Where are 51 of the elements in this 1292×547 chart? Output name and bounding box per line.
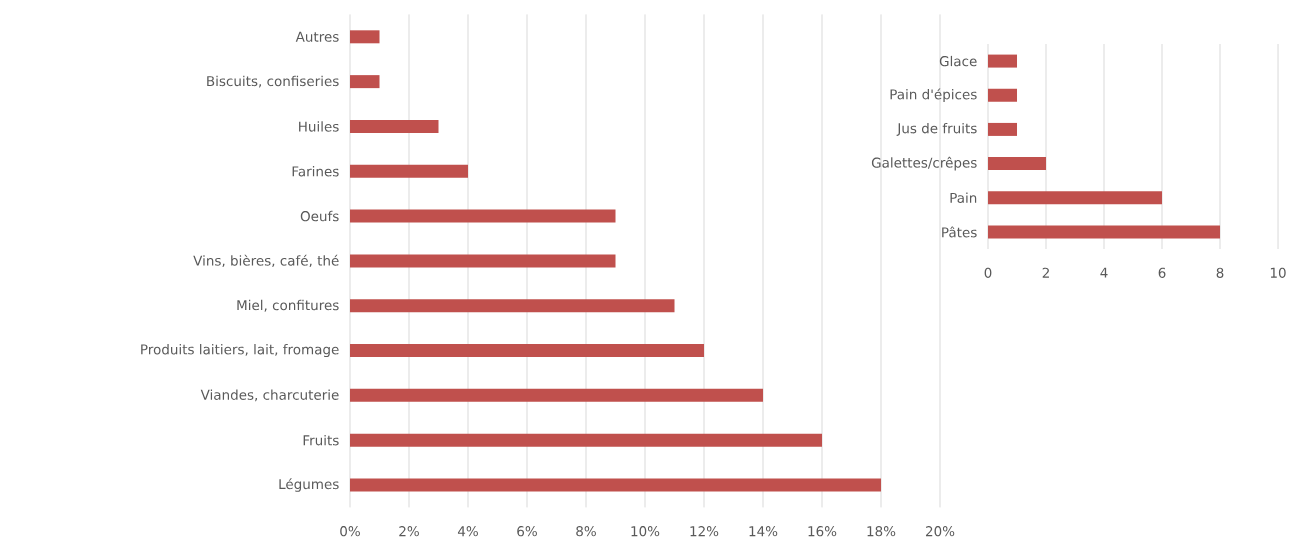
- y-tick-label: Biscuits, confiseries: [207, 75, 339, 88]
- bar: [350, 344, 705, 358]
- y-tick-label: Vins, bières, café, thé: [193, 254, 339, 268]
- y-tick-label: Fruits: [303, 434, 339, 446]
- bar: [988, 122, 1018, 136]
- x-tick-label: 4: [1100, 267, 1108, 278]
- x-tick-label: 8: [1216, 267, 1224, 278]
- x-tick-label: 10: [1270, 267, 1286, 278]
- x-tick-label: 18%: [867, 526, 896, 537]
- x-tick-label: 4%: [457, 526, 478, 537]
- x-tick-label: 0: [984, 267, 992, 278]
- y-tick-label: Miel, confitures: [237, 299, 339, 312]
- x-tick-label: 6%: [517, 526, 537, 537]
- x-tick-label: 14%: [749, 526, 778, 537]
- x-tick-label: 10%: [631, 526, 660, 537]
- bar: [988, 157, 1047, 171]
- bar: [988, 54, 1018, 68]
- x-tick-label: 16%: [808, 526, 837, 537]
- y-tick-label: Oeufs: [300, 210, 339, 222]
- bar: [350, 75, 380, 89]
- y-tick-label: Farines: [292, 166, 339, 177]
- bar: [988, 191, 1163, 205]
- y-tick-label: Légumes: [279, 478, 339, 492]
- y-tick-label: Pâtes: [942, 226, 977, 238]
- x-tick-label: 20%: [925, 526, 955, 537]
- bar: [988, 88, 1018, 102]
- y-tick-label: Viandes, charcuterie: [200, 389, 339, 402]
- bar: [350, 299, 675, 313]
- x-tick-label: 0%: [340, 526, 360, 537]
- x-tick-label: 12%: [690, 526, 719, 537]
- x-tick-label: 2%: [399, 526, 419, 537]
- bar: [350, 478, 882, 492]
- y-tick-label: Pain: [950, 192, 977, 203]
- bar: [350, 433, 823, 447]
- y-tick-label: Jus de fruits: [896, 122, 977, 136]
- y-tick-label: Galettes/crêpes: [871, 156, 977, 171]
- bar: [350, 164, 468, 178]
- y-tick-label: Autres: [295, 31, 339, 42]
- y-tick-label: Glace: [939, 55, 977, 67]
- x-tick-label: 6: [1158, 267, 1166, 278]
- y-tick-label: Produits laitiers, lait, fromage: [141, 344, 339, 358]
- bar: [350, 209, 616, 223]
- y-tick-label: Huiles: [299, 121, 339, 132]
- x-tick-label: 8%: [576, 526, 596, 537]
- bar: [988, 225, 1221, 239]
- bar: [350, 30, 380, 44]
- bar: [350, 388, 764, 402]
- bar: [350, 254, 616, 268]
- bar: [350, 119, 439, 133]
- x-tick-label: 2: [1042, 267, 1049, 278]
- y-tick-label: Pain d'épices: [890, 88, 977, 103]
